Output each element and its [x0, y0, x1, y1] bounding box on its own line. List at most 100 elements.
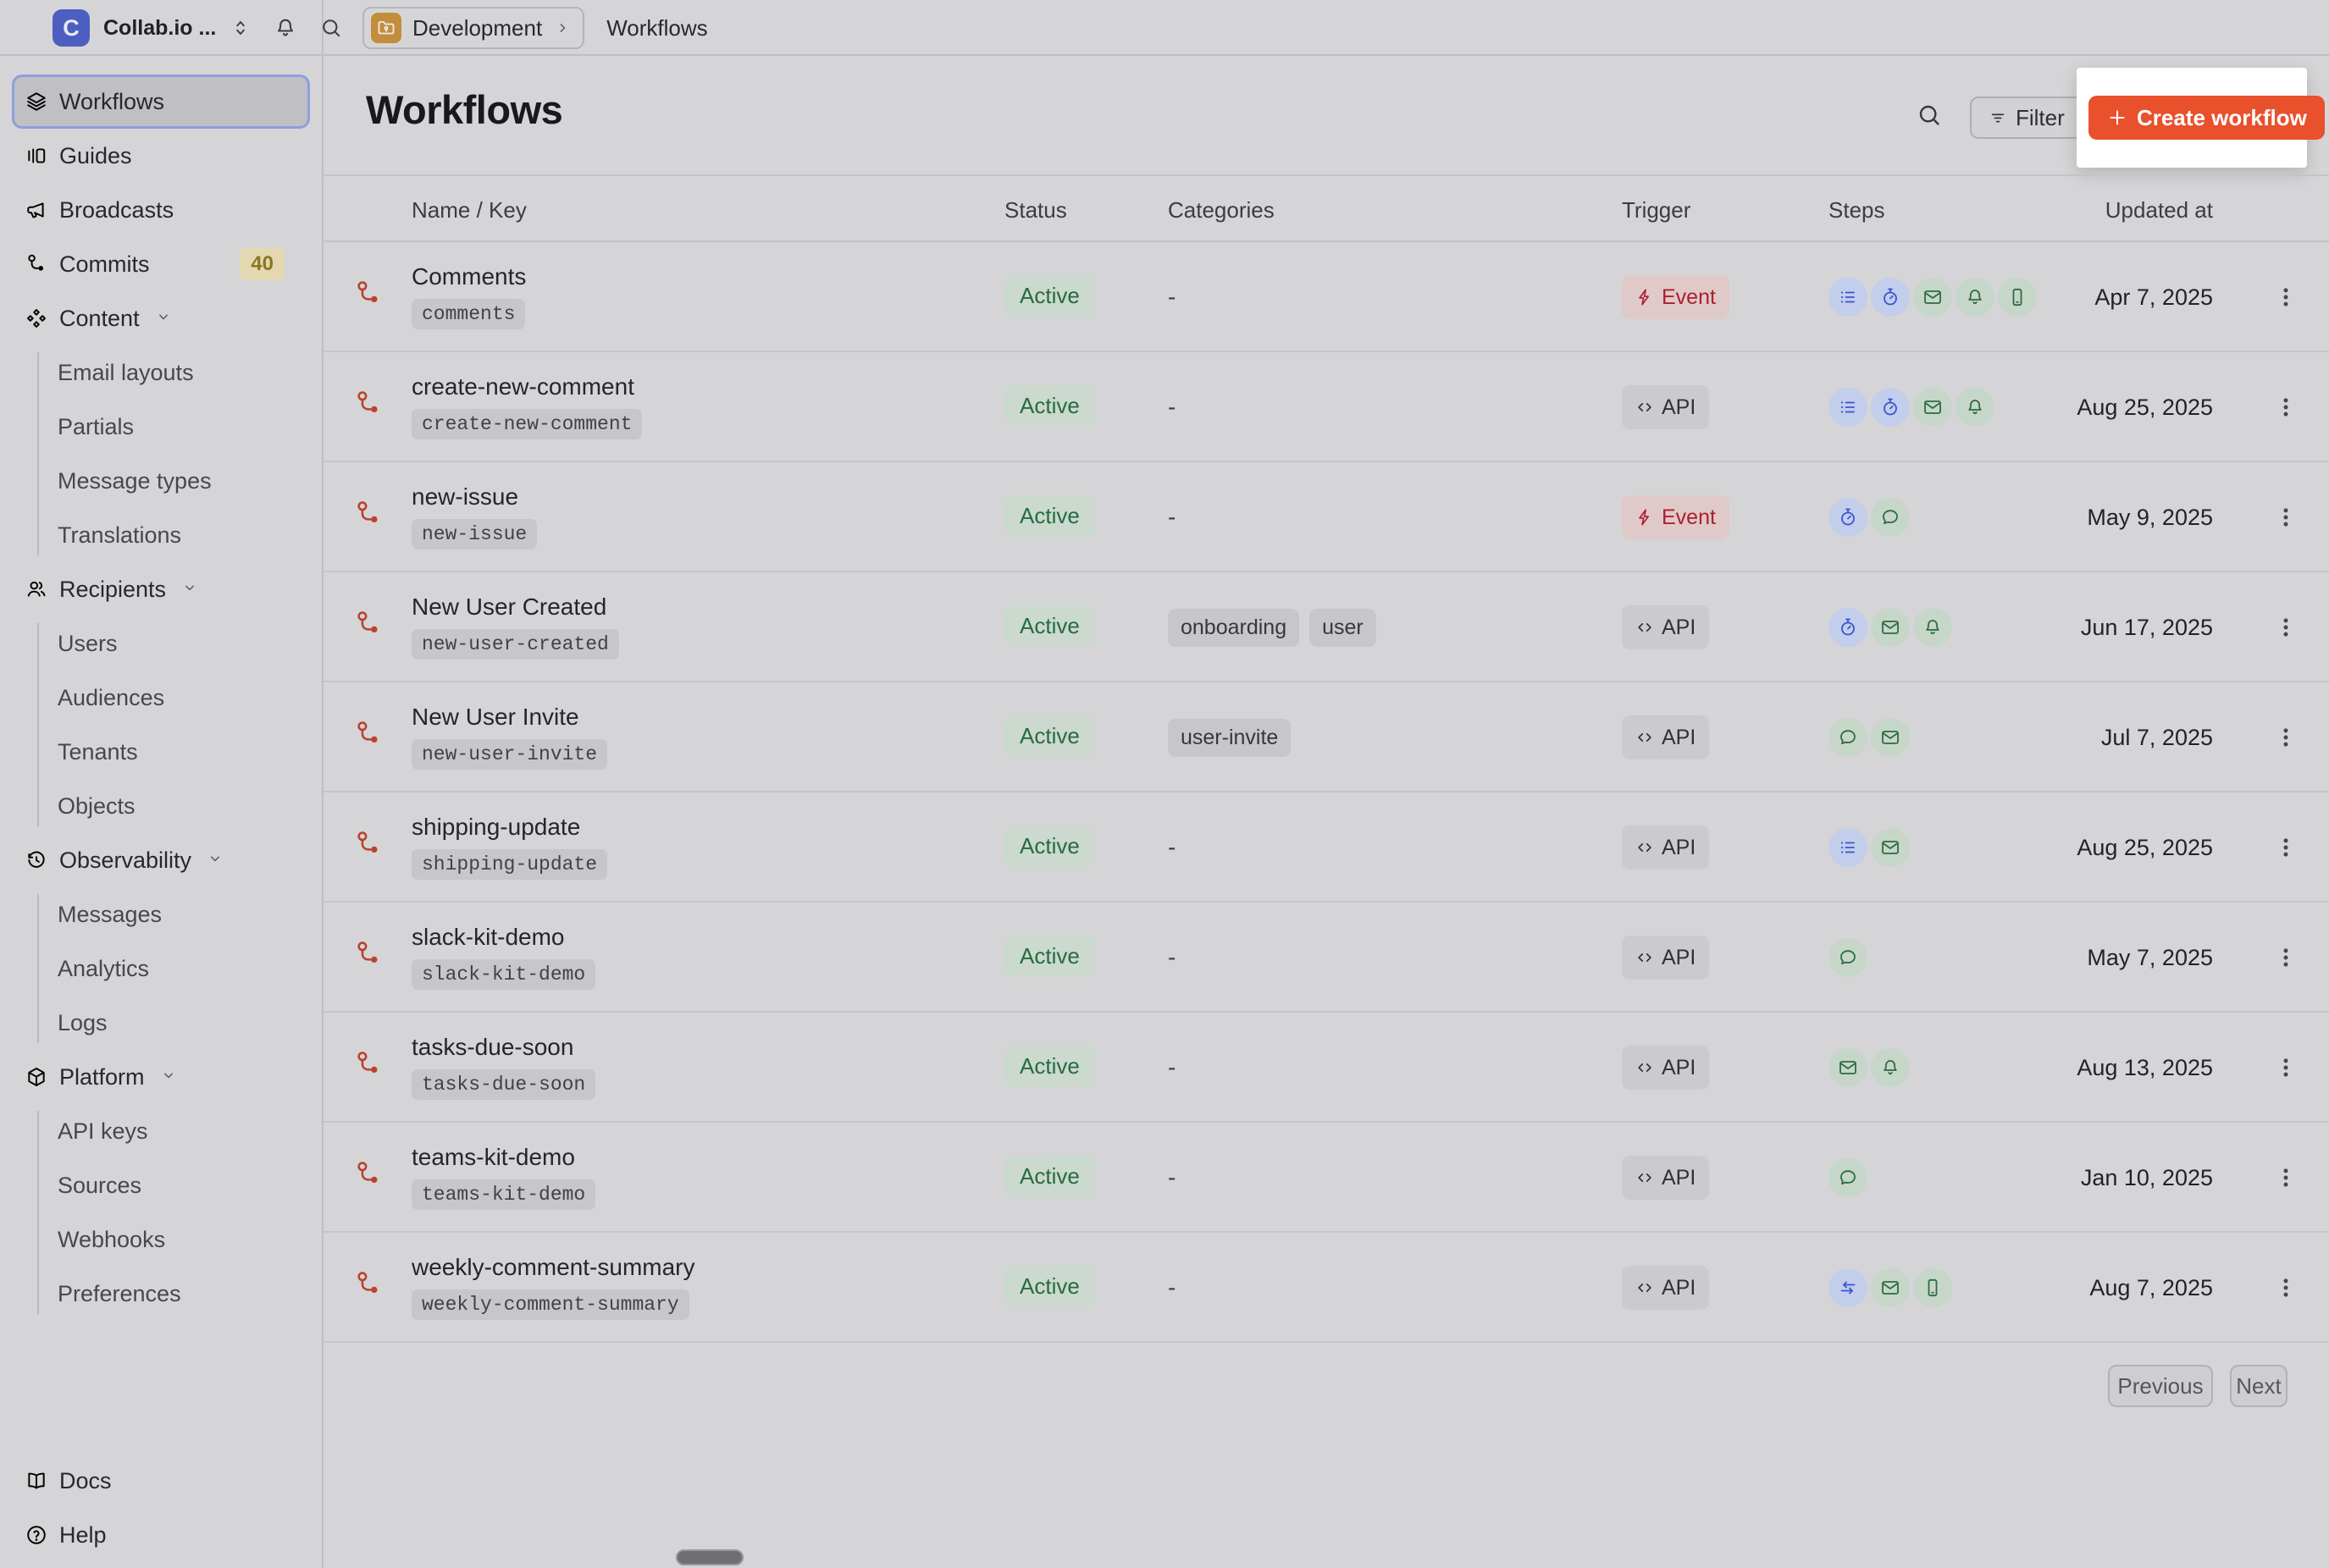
sidebar-item-platform[interactable]: Platform: [12, 1050, 310, 1104]
workflow-key: tasks-due-soon: [412, 1069, 596, 1100]
top-bar: [0, 0, 2329, 56]
step-chip-timer: [1828, 498, 1867, 537]
sidebar-item-guides[interactable]: Guides: [12, 129, 310, 183]
trigger-badge-event: Event: [1622, 275, 1729, 319]
column-header-steps: Steps: [1828, 197, 1885, 223]
step-chip-email: [1913, 388, 1952, 427]
sidebar-item-docs[interactable]: Docs: [12, 1454, 310, 1508]
horizontal-scrollbar-thumb[interactable]: [676, 1549, 744, 1565]
column-header-trigger: Trigger: [1622, 197, 1691, 223]
row-menu-button[interactable]: [2273, 395, 2299, 424]
sidebar-item-commits[interactable]: Commits 40: [12, 237, 310, 291]
row-menu-button[interactable]: [2273, 1055, 2299, 1085]
phone-icon: [1922, 1278, 1943, 1298]
table-row[interactable]: tasks-due-soon tasks-due-soon Active - API Au…: [324, 1013, 2329, 1123]
row-menu-button[interactable]: [2273, 1275, 2299, 1305]
sidebar-item-logs[interactable]: Logs: [58, 1009, 108, 1035]
environment-selector[interactable]: Development: [362, 7, 585, 49]
sidebar-item-content[interactable]: Content: [12, 291, 310, 345]
table-row[interactable]: teams-kit-demo teams-kit-demo Active - API Ja…: [324, 1123, 2329, 1233]
code-icon: [1635, 728, 1654, 747]
step-chip-list: [1828, 828, 1867, 867]
sidebar-search-icon[interactable]: [319, 16, 343, 40]
workflow-key: shipping-update: [412, 849, 608, 880]
updated-at: Aug 7, 2025: [2089, 1275, 2213, 1300]
sidebar-item-help[interactable]: Help: [12, 1508, 310, 1562]
sidebar-item-broadcasts[interactable]: Broadcasts: [12, 183, 310, 237]
sidebar-item-analytics[interactable]: Analytics: [58, 955, 150, 981]
status-badge: Active: [1004, 715, 1095, 757]
workspace-switcher[interactable]: C Collab.io ...: [53, 0, 343, 56]
sidebar-item-audiences[interactable]: Audiences: [58, 684, 165, 710]
trigger-badge-api: API: [1622, 1046, 1710, 1090]
row-menu-button[interactable]: [2273, 835, 2299, 864]
row-menu-button[interactable]: [2273, 505, 2299, 534]
table-row[interactable]: New User Created new-user-created Active on…: [324, 572, 2329, 682]
table-row[interactable]: weekly-comment-summary weekly-comment-sum…: [324, 1233, 2329, 1343]
email-icon: [1880, 617, 1900, 638]
table-search-icon[interactable]: [1916, 102, 1943, 129]
sidebar-item-recipients[interactable]: Recipients: [12, 562, 310, 616]
list-icon: [1838, 287, 1858, 307]
row-menu-button[interactable]: [2273, 945, 2299, 974]
steps-cell: [1828, 1268, 1956, 1307]
workspace-selector-icon[interactable]: [230, 17, 252, 39]
table-row[interactable]: shipping-update shipping-update Active - API…: [324, 792, 2329, 903]
table-row[interactable]: New User Invite new-user-invite Active user…: [324, 682, 2329, 792]
sidebar-item-observability[interactable]: Observability: [12, 833, 310, 887]
sidebar-item-message-types[interactable]: Message types: [58, 467, 212, 494]
list-icon: [1838, 837, 1858, 858]
chat-icon: [1880, 507, 1900, 527]
sidebar-item-tenants[interactable]: Tenants: [58, 738, 138, 765]
empty-categories: -: [1168, 284, 1176, 310]
trigger-badge-api: API: [1622, 936, 1710, 980]
steps-cell: [1828, 938, 1871, 977]
categories-cell: -: [1168, 495, 1176, 539]
notifications-bell-icon[interactable]: [274, 16, 297, 40]
bell-icon: [1965, 397, 1985, 417]
next-page-button[interactable]: Next: [2230, 1365, 2288, 1407]
step-chip-email: [1871, 718, 1910, 757]
kebab-icon: [2273, 615, 2299, 640]
categories-cell: -: [1168, 385, 1176, 429]
sidebar-item-webhooks[interactable]: Webhooks: [58, 1226, 166, 1252]
workflow-icon: [354, 389, 383, 418]
workflow-name: teams-kit-demo: [412, 1144, 575, 1170]
row-menu-button[interactable]: [2273, 284, 2299, 314]
workflow-name: create-new-comment: [412, 373, 634, 400]
step-chip-chat: [1871, 498, 1910, 537]
guides-icon: [25, 145, 47, 167]
plus-icon: [2106, 107, 2128, 129]
sidebar-item-sources[interactable]: Sources: [58, 1172, 142, 1198]
code-icon: [1635, 398, 1654, 417]
sidebar-item-partials[interactable]: Partials: [58, 413, 135, 439]
categories-cell: -: [1168, 825, 1176, 870]
step-chip-bell: [1956, 388, 1994, 427]
filter-label: Filter: [2016, 104, 2065, 130]
table-row[interactable]: slack-kit-demo slack-kit-demo Active - API Ma…: [324, 903, 2329, 1013]
row-menu-button[interactable]: [2273, 725, 2299, 754]
create-workflow-button[interactable]: Create workflow: [2088, 96, 2325, 140]
row-menu-button[interactable]: [2273, 615, 2299, 644]
sidebar-item-preferences[interactable]: Preferences: [58, 1280, 181, 1306]
table-row[interactable]: Comments comments Active - Event Apr 7, 2025: [324, 242, 2329, 352]
sidebar-item-label: Workflows: [59, 88, 165, 114]
workflow-icon: [354, 940, 383, 969]
sidebar-item-email-layouts[interactable]: Email layouts: [58, 359, 194, 385]
filter-button[interactable]: Filter: [1970, 97, 2083, 139]
sidebar-item-messages[interactable]: Messages: [58, 901, 163, 927]
chevron-right-icon: [554, 19, 571, 36]
step-chip-email: [1913, 278, 1952, 317]
sidebar-item-objects[interactable]: Objects: [58, 792, 136, 819]
table-row[interactable]: create-new-comment create-new-comment Acti…: [324, 352, 2329, 462]
updated-at: Aug 13, 2025: [2077, 1055, 2213, 1080]
sidebar-item-users[interactable]: Users: [58, 630, 118, 656]
sidebar-item-translations[interactable]: Translations: [58, 522, 182, 548]
sidebar-item-workflows[interactable]: Workflows: [12, 75, 310, 129]
workflow-key: slack-kit-demo: [412, 959, 596, 990]
email-icon: [1880, 837, 1900, 858]
row-menu-button[interactable]: [2273, 1165, 2299, 1195]
sidebar-item-api-keys[interactable]: API keys: [58, 1118, 148, 1144]
previous-page-button[interactable]: Previous: [2108, 1365, 2213, 1407]
table-row[interactable]: new-issue new-issue Active - Event May 9, 202…: [324, 462, 2329, 572]
